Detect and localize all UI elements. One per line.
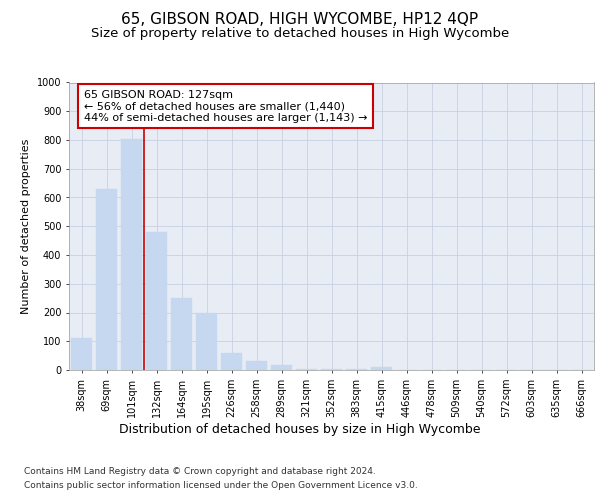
Y-axis label: Number of detached properties: Number of detached properties (22, 138, 31, 314)
Bar (146, 232, 167, 370)
Bar (271, 365, 292, 370)
Bar (246, 362, 267, 370)
Bar (96, 189, 117, 370)
Text: 65 GIBSON ROAD: 127sqm
← 56% of detached houses are smaller (1,440)
44% of semi-: 65 GIBSON ROAD: 127sqm ← 56% of detached… (84, 90, 367, 123)
Bar (121, 138, 142, 370)
Bar (221, 353, 242, 370)
Bar (321, 368, 342, 370)
Text: Size of property relative to detached houses in High Wycombe: Size of property relative to detached ho… (91, 28, 509, 40)
Bar (346, 368, 367, 370)
Text: Contains public sector information licensed under the Open Government Licence v3: Contains public sector information licen… (24, 481, 418, 490)
Bar (371, 367, 392, 370)
Text: 65, GIBSON ROAD, HIGH WYCOMBE, HP12 4QP: 65, GIBSON ROAD, HIGH WYCOMBE, HP12 4QP (121, 12, 479, 28)
Text: Distribution of detached houses by size in High Wycombe: Distribution of detached houses by size … (119, 422, 481, 436)
Text: Contains HM Land Registry data © Crown copyright and database right 2024.: Contains HM Land Registry data © Crown c… (24, 468, 376, 476)
Bar (296, 368, 317, 370)
Bar (71, 338, 92, 370)
Bar (196, 312, 217, 370)
Bar (171, 298, 192, 370)
